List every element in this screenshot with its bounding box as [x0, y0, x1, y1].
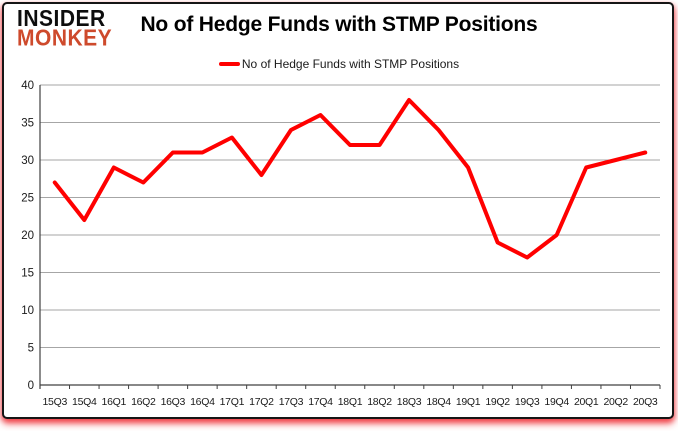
trend-line: [52, 98, 648, 260]
x-axis-tick-label: 16Q2: [131, 396, 156, 408]
x-axis-tick-label: 17Q2: [249, 396, 274, 408]
legend-label: No of Hedge Funds with STMP Positions: [241, 57, 460, 71]
x-axis-tick-label: 20Q2: [603, 396, 628, 408]
x-axis-tick-label: 15Q3: [43, 396, 68, 408]
x-axis-tick-label: 17Q4: [308, 396, 333, 408]
x-axis-tick-label: 17Q3: [279, 396, 304, 408]
chart-frame: [2, 2, 674, 419]
y-axis-tick-label: 10: [21, 305, 34, 317]
x-axis-tick-label: 15Q4: [72, 396, 97, 408]
x-axis-tick-label: 18Q2: [367, 396, 392, 408]
x-axis-tick-label: 16Q1: [102, 396, 127, 408]
y-axis-tick-label: 40: [21, 80, 34, 92]
x-axis-tick-label: 18Q1: [338, 396, 363, 408]
legend-line-swatch-icon: [218, 62, 240, 66]
x-axis-tick-label: 18Q3: [397, 396, 422, 408]
logo-line-monkey: MONKEY: [17, 26, 113, 52]
x-axis-tick-label: 20Q1: [574, 396, 599, 408]
y-axis-tick-label: 15: [21, 268, 34, 280]
x-axis-tick-label: 16Q4: [190, 396, 215, 408]
x-axis-tick-label: 17Q1: [220, 396, 245, 408]
y-axis-tick-label: 0: [28, 380, 34, 392]
y-axis-tick-label: 30: [21, 155, 34, 167]
y-axis-tick-label: 35: [21, 118, 34, 130]
x-axis-tick-label: 19Q3: [515, 396, 540, 408]
chart-legend: No of Hedge Funds with STMP Positions: [0, 57, 678, 71]
y-axis-tick-label: 20: [21, 230, 34, 242]
x-axis-tick-label: 16Q3: [161, 396, 186, 408]
x-axis-tick-label: 19Q1: [456, 396, 481, 408]
x-axis-tick-label: 18Q4: [426, 396, 451, 408]
logo-line-insider: INSIDER: [17, 6, 106, 32]
x-axis-tick-label: 20Q3: [633, 396, 658, 408]
chart-title: No of Hedge Funds with STMP Positions: [140, 13, 538, 36]
y-axis-tick-label: 25: [21, 193, 34, 205]
x-axis-tick-label: 19Q2: [485, 396, 510, 408]
insider-monkey-logo: INSIDER MONKEY: [17, 6, 113, 52]
y-axis-tick-label: 5: [28, 343, 34, 355]
x-axis-tick-label: 19Q4: [544, 396, 569, 408]
